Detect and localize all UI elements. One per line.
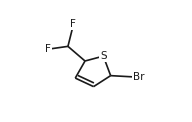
Text: S: S: [100, 51, 107, 61]
Text: Br: Br: [133, 72, 144, 82]
Text: F: F: [46, 44, 51, 54]
Text: F: F: [70, 19, 76, 29]
